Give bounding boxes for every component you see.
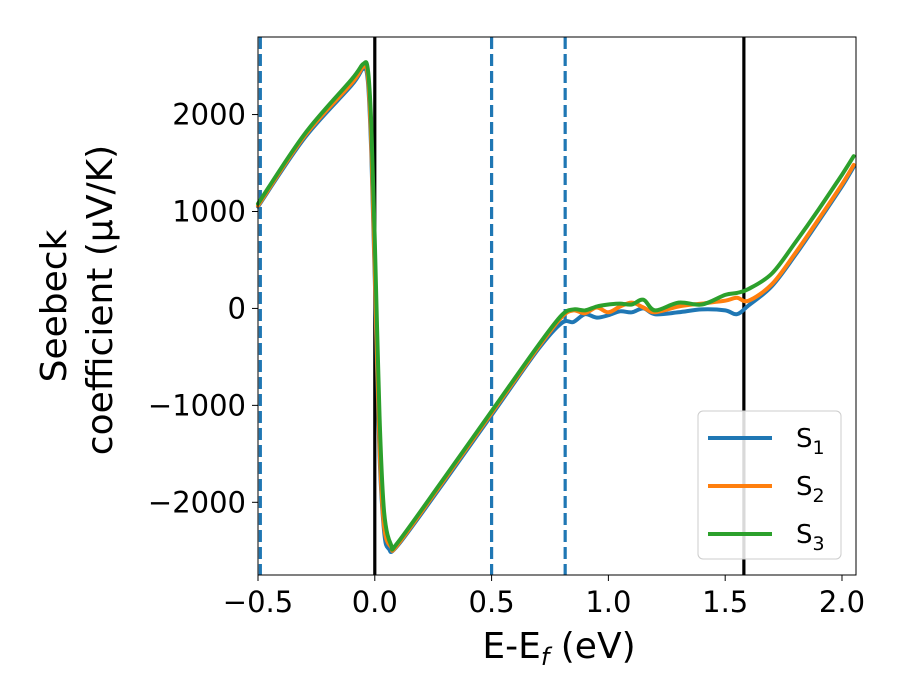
y-tick-label: 1000 [172,194,246,228]
y-axis-title: Seebeck coefficient (μV/K) [34,145,121,455]
series-lines [256,60,856,554]
legend-label-s1: S1 [796,424,825,459]
y-axis-title-line2: coefficient (μV/K) [80,145,121,455]
x-tick-label: 1.0 [585,585,631,619]
x-tick-label: 1.5 [702,585,748,619]
x-tick-label: 0.5 [469,585,515,619]
y-tick-label: 2000 [172,98,246,132]
x-tick-label: 0.0 [352,585,398,619]
y-axis-title-line1: Seebeck [34,229,75,382]
y-tick-label: −2000 [148,485,246,519]
legend-label-s3: S3 [796,520,825,555]
plot-frame [257,36,857,576]
y-axis-ticks: −2000 −1000 0 1000 2000 [148,98,258,519]
x-axis-ticks: −0.5 0.0 0.5 1.0 1.5 2.0 [223,575,865,619]
legend: S1 S2 S3 [697,410,842,560]
series-line-s3 [256,60,856,552]
x-axis-title: E-Ef (eV) [482,626,635,671]
x-tick-label: −0.5 [223,585,293,619]
legend-label-s2: S2 [796,472,825,507]
y-tick-label: 0 [228,291,246,325]
x-tick-label: 2.0 [819,585,865,619]
y-tick-label: −1000 [148,388,246,422]
